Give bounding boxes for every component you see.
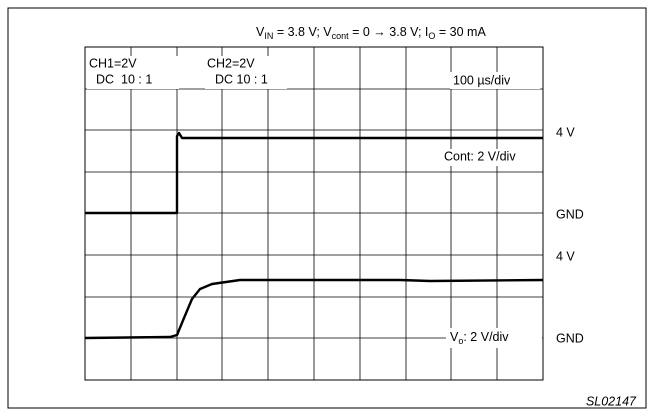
header-part: O (428, 31, 435, 41)
output-trace (84, 278, 544, 340)
scale-part: o (458, 336, 463, 346)
trace-level: 4 V (556, 249, 575, 263)
channel-coupling: DC 10 : 1 (96, 72, 152, 86)
figure-id: SL02147 (586, 394, 637, 408)
channel-name: CH1=2V (89, 56, 137, 70)
header-part: = 30 mA (435, 25, 486, 39)
trace-scale: Cont: 2 V/div (444, 149, 516, 163)
header-part: IN (264, 31, 273, 41)
label-backdrop (446, 328, 542, 348)
label-backdrop (87, 56, 179, 89)
label-backdrop (205, 56, 287, 89)
header-part: = 3.8 V; V (273, 25, 332, 39)
label-backdrop (450, 72, 540, 89)
control-trace (85, 131, 543, 215)
channel-name: CH2=2V (207, 56, 255, 70)
trace-scale: Vo: 2 V/div (450, 330, 509, 346)
header-part: V (256, 25, 265, 39)
header-part: = 0 → 3.8 V; I (349, 25, 429, 39)
trace-level: 4 V (556, 125, 575, 139)
header-part: cont (332, 31, 350, 41)
label-backdrop (442, 149, 542, 166)
scale-part: : 2 V/div (463, 330, 509, 344)
timebase: 100 µs/div (453, 73, 511, 87)
scale-part: V (450, 330, 459, 344)
trace-ground: GND (556, 207, 584, 221)
channel-coupling: DC 10 : 1 (215, 72, 268, 86)
trace-ground: GND (556, 331, 584, 345)
header: VIN = 3.8 V; Vcont = 0 → 3.8 V; IO = 30 … (256, 25, 486, 41)
